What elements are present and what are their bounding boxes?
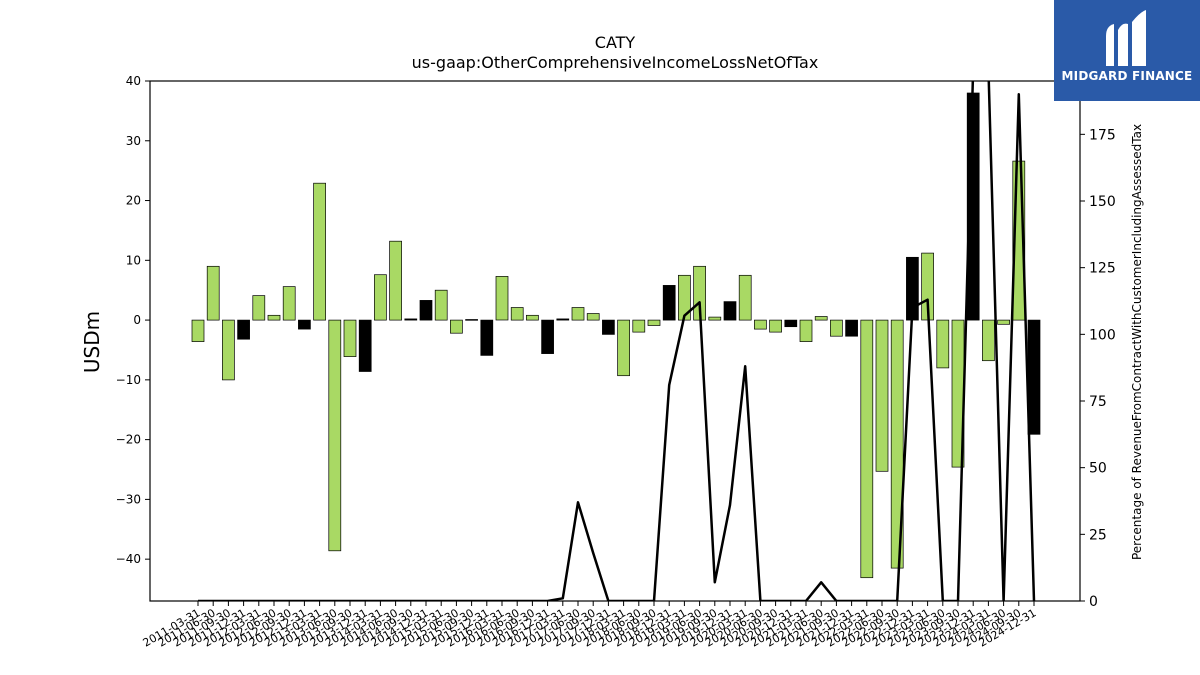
bar xyxy=(602,319,615,335)
y-tick-label: −10 xyxy=(116,373,141,387)
bar xyxy=(313,182,326,321)
chart-title: CATY xyxy=(594,33,636,52)
bar xyxy=(480,319,494,356)
brand-logo: MIDGARD FINANCE xyxy=(1054,0,1200,101)
bar xyxy=(556,318,570,321)
bar-series xyxy=(191,92,1041,579)
bar xyxy=(708,316,722,321)
y-tick-label: 30 xyxy=(126,134,141,148)
bar xyxy=(252,295,266,321)
y-tick-label: 20 xyxy=(126,194,141,208)
y-tick-label: −20 xyxy=(116,433,141,447)
bar xyxy=(936,319,950,369)
bar xyxy=(298,319,311,330)
bar xyxy=(358,319,372,372)
bar xyxy=(222,319,235,381)
y2-axis-label: Percentage of RevenueFromContractWithCus… xyxy=(1130,124,1144,560)
brand-logo-text: MIDGARD FINANCE xyxy=(1061,69,1193,83)
y-tick-label: 40 xyxy=(126,74,141,88)
bar xyxy=(982,319,995,362)
y2-tick-label: 75 xyxy=(1089,394,1107,410)
bar xyxy=(890,319,904,569)
bar xyxy=(997,319,1010,325)
percentage-line xyxy=(198,81,1036,601)
bar xyxy=(875,319,889,472)
y2-tick-label: 25 xyxy=(1089,527,1107,543)
line-series xyxy=(198,81,1036,601)
bar xyxy=(647,319,661,326)
bar xyxy=(784,319,798,328)
axes: −40 −30 −20 −10 0 10 20 30 40 0 25 50 75 100 125 150 175… xyxy=(116,74,1116,650)
bar xyxy=(814,316,828,321)
bar xyxy=(343,319,357,357)
bar xyxy=(845,319,858,337)
y2-tick-label: 125 xyxy=(1089,261,1116,277)
bar xyxy=(206,265,220,321)
bar xyxy=(237,319,250,340)
bar xyxy=(754,319,767,330)
bar xyxy=(632,319,646,333)
y-tick-label: 10 xyxy=(126,253,141,267)
bar xyxy=(510,307,524,321)
bar xyxy=(450,319,463,334)
bar xyxy=(769,319,782,333)
bar xyxy=(799,319,813,342)
midgard-logo-icon xyxy=(1106,10,1146,67)
bar xyxy=(374,274,387,321)
plot-frame xyxy=(149,80,1081,602)
bar xyxy=(662,285,676,321)
y2-tick-label: 100 xyxy=(1089,327,1116,343)
bar xyxy=(571,307,585,321)
y2-tick-label: 175 xyxy=(1089,127,1116,143)
bar xyxy=(465,319,478,321)
bar xyxy=(404,318,418,321)
bar xyxy=(282,286,296,321)
y-tick-label: 0 xyxy=(133,313,141,327)
bar xyxy=(586,313,600,321)
bar xyxy=(267,314,281,321)
bar xyxy=(860,319,874,579)
bar xyxy=(419,300,433,321)
bar xyxy=(495,276,509,321)
y2-tick-label: 150 xyxy=(1089,194,1116,210)
bar xyxy=(526,314,539,321)
bar xyxy=(738,274,752,321)
bar xyxy=(434,289,448,321)
bar xyxy=(191,319,205,342)
bar xyxy=(830,319,843,337)
bar xyxy=(617,319,630,377)
y2-tick-label: 0 xyxy=(1089,594,1098,610)
bar xyxy=(389,240,402,321)
y-tick-label: −40 xyxy=(116,552,141,566)
bar xyxy=(328,319,342,552)
bar xyxy=(1027,319,1041,435)
y2-tick-label: 50 xyxy=(1089,461,1107,477)
y-tick-label: −30 xyxy=(116,492,141,506)
bar xyxy=(723,301,737,321)
chart-subtitle: us-gaap:OtherComprehensiveIncomeLossNetO… xyxy=(411,53,819,72)
y-axis-label: USDm xyxy=(80,311,104,373)
bar xyxy=(541,319,554,354)
